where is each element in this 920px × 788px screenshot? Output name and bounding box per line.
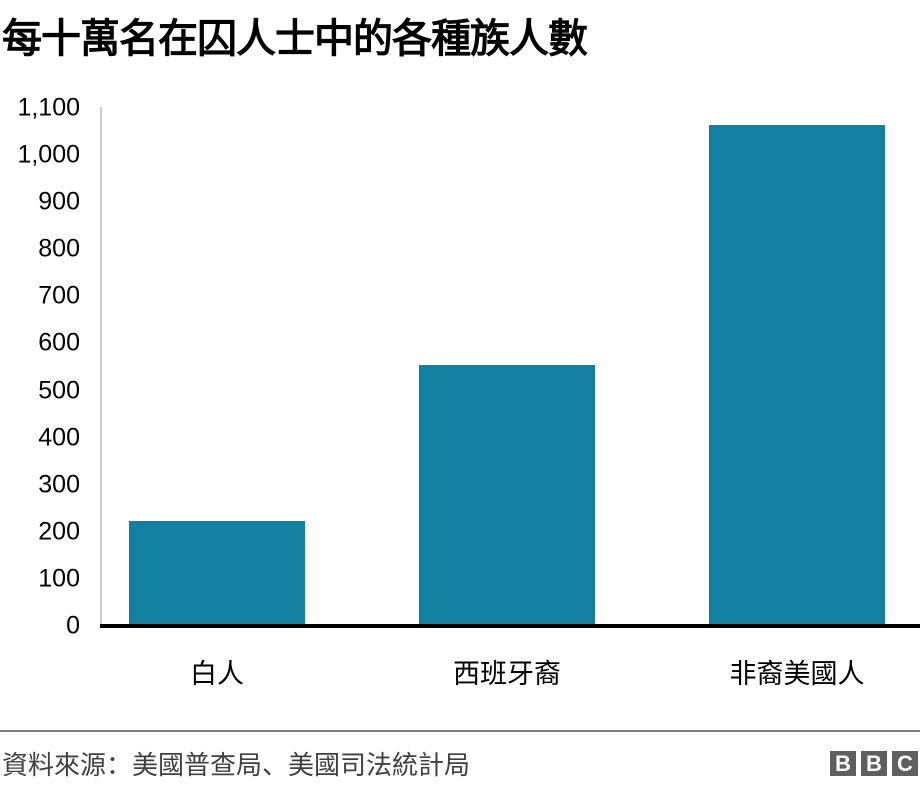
- y-tick-label: 1,100: [17, 93, 80, 122]
- chart-title: 每十萬名在囚人士中的各種族人數: [2, 16, 588, 62]
- y-tick-label: 800: [38, 234, 80, 263]
- y-tick-label: 300: [38, 470, 80, 499]
- y-tick-label: 400: [38, 423, 80, 452]
- x-tick-label: 非裔美國人: [729, 659, 865, 690]
- x-axis-baseline: [100, 624, 920, 628]
- x-tick-label: 西班牙裔: [453, 659, 561, 690]
- x-tick-label: 白人: [190, 659, 244, 690]
- logo-letter: B: [861, 751, 887, 776]
- y-tick-label: 1,000: [17, 140, 80, 169]
- bar: [709, 125, 885, 626]
- y-tick-label: 700: [38, 281, 80, 310]
- y-tick-label: 500: [38, 376, 80, 405]
- bbc-logo: B B C: [830, 751, 918, 776]
- source-note: 資料來源：美國普查局、美國司法統計局: [2, 751, 471, 781]
- y-axis-line: [100, 107, 102, 626]
- y-tick-label: 900: [38, 187, 80, 216]
- bar: [129, 520, 305, 626]
- y-tick-label: 200: [38, 517, 80, 546]
- logo-letter: C: [892, 751, 918, 776]
- y-tick-label: 0: [66, 611, 80, 640]
- bar: [419, 365, 595, 626]
- footer-divider: [0, 730, 920, 732]
- y-tick-label: 100: [38, 564, 80, 593]
- bar-chart: 0 100 200 300 400 500 600 700 800 900 1,000 1,100 白…: [17, 93, 920, 690]
- y-tick-label: 600: [38, 328, 80, 357]
- logo-letter: B: [830, 751, 856, 776]
